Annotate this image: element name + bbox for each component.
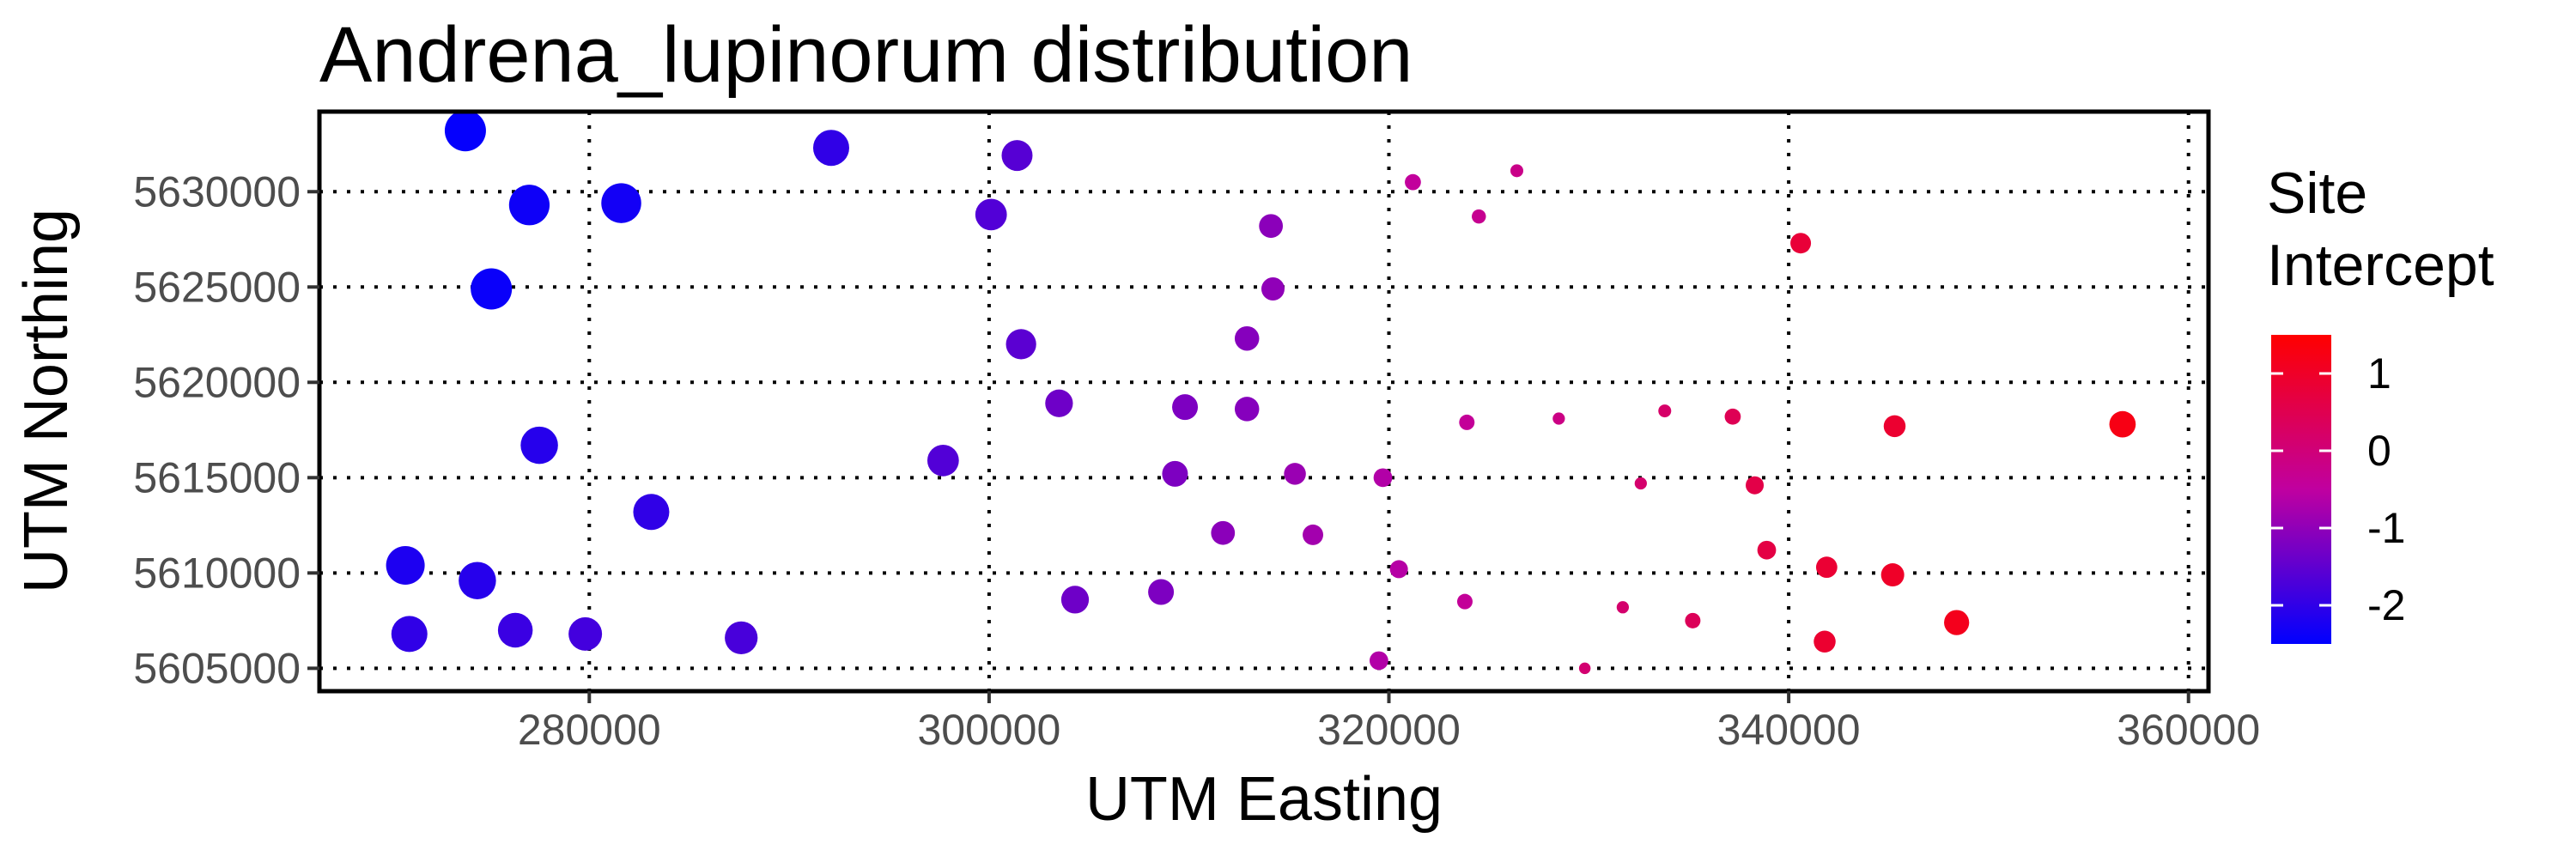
data-point xyxy=(927,444,959,477)
data-point xyxy=(1880,563,1905,587)
data-point xyxy=(725,621,758,654)
data-point xyxy=(1284,463,1306,485)
data-point xyxy=(1578,662,1591,675)
data-points xyxy=(386,110,2136,675)
data-point xyxy=(1001,140,1033,172)
legend-title-line-2: Intercept xyxy=(2267,233,2494,298)
data-point xyxy=(1814,630,1836,653)
data-point xyxy=(1724,408,1741,425)
data-point xyxy=(1303,524,1324,545)
data-point xyxy=(1234,325,1260,351)
data-point xyxy=(391,616,428,653)
data-point xyxy=(1261,276,1285,301)
y-tick-label: 5620000 xyxy=(133,358,301,406)
data-point xyxy=(633,494,670,531)
y-tick-label: 5630000 xyxy=(133,167,301,216)
data-point xyxy=(1373,468,1393,488)
plot-panel-border xyxy=(317,109,2211,694)
data-point xyxy=(1746,476,1765,495)
data-point xyxy=(1790,233,1812,254)
legend-ticks: 1 0 -1 -2 xyxy=(2271,349,2405,629)
data-point xyxy=(1883,415,1906,438)
data-point xyxy=(975,198,1007,231)
legend-tick-label: -2 xyxy=(2367,581,2405,629)
data-point xyxy=(1045,389,1073,417)
data-point xyxy=(1211,520,1236,545)
data-point xyxy=(1472,209,1486,224)
data-point xyxy=(1259,214,1284,239)
data-point xyxy=(1234,397,1260,422)
x-tick-label: 280000 xyxy=(518,706,661,754)
x-axis-title: UTM Easting xyxy=(1085,765,1443,834)
legend-color-bar xyxy=(2271,335,2331,644)
y-tick-label: 5625000 xyxy=(133,263,301,311)
x-tick-label: 340000 xyxy=(1717,706,1861,754)
y-tick-label: 5615000 xyxy=(133,453,301,501)
legend-title-line-1: Site xyxy=(2267,161,2367,226)
data-point xyxy=(2109,410,2136,438)
data-point xyxy=(1510,164,1523,178)
data-point xyxy=(601,183,641,223)
data-point xyxy=(1369,651,1388,671)
chart-title: Andrena_lupinorum distribution xyxy=(319,11,1413,99)
data-point xyxy=(812,130,849,167)
data-point xyxy=(1616,601,1630,614)
y-axis-title: UTM Northing xyxy=(12,209,81,593)
x-tick-label: 320000 xyxy=(1317,706,1461,754)
data-point xyxy=(1634,477,1647,490)
data-point xyxy=(1005,329,1036,360)
legend: Site Intercept 1 0 -1 -2 xyxy=(2267,161,2494,644)
data-point xyxy=(1459,414,1475,430)
data-point xyxy=(471,268,513,310)
y-tick-label: 5610000 xyxy=(133,549,301,597)
data-point xyxy=(386,545,425,585)
data-point xyxy=(1685,612,1701,628)
y-axis-ticks: 5605000 5610000 5615000 5620000 5625000 56300… xyxy=(133,167,319,692)
data-point xyxy=(1815,556,1838,579)
data-point xyxy=(1456,593,1473,610)
data-point xyxy=(459,562,496,599)
legend-tick-label: -1 xyxy=(2367,504,2405,552)
legend-tick-label: 0 xyxy=(2367,427,2391,475)
data-point xyxy=(1405,173,1421,191)
x-axis-ticks: 280000 300000 320000 340000 360000 xyxy=(518,691,2260,754)
data-point xyxy=(1060,586,1090,614)
data-point xyxy=(568,616,603,651)
x-tick-label: 300000 xyxy=(917,706,1060,754)
data-point xyxy=(497,612,533,648)
data-point xyxy=(1172,394,1199,421)
data-point xyxy=(508,185,550,226)
data-point xyxy=(520,426,558,465)
y-tick-label: 5605000 xyxy=(133,644,301,692)
data-point xyxy=(1944,610,1970,635)
data-point xyxy=(1162,460,1188,487)
data-point xyxy=(1757,540,1777,560)
data-point xyxy=(1552,412,1565,425)
legend-tick-label: 1 xyxy=(2367,349,2391,398)
data-point xyxy=(444,110,486,152)
data-point xyxy=(1658,404,1672,418)
data-point xyxy=(1389,560,1408,579)
data-point xyxy=(1148,579,1175,605)
x-tick-label: 360000 xyxy=(2117,706,2260,754)
